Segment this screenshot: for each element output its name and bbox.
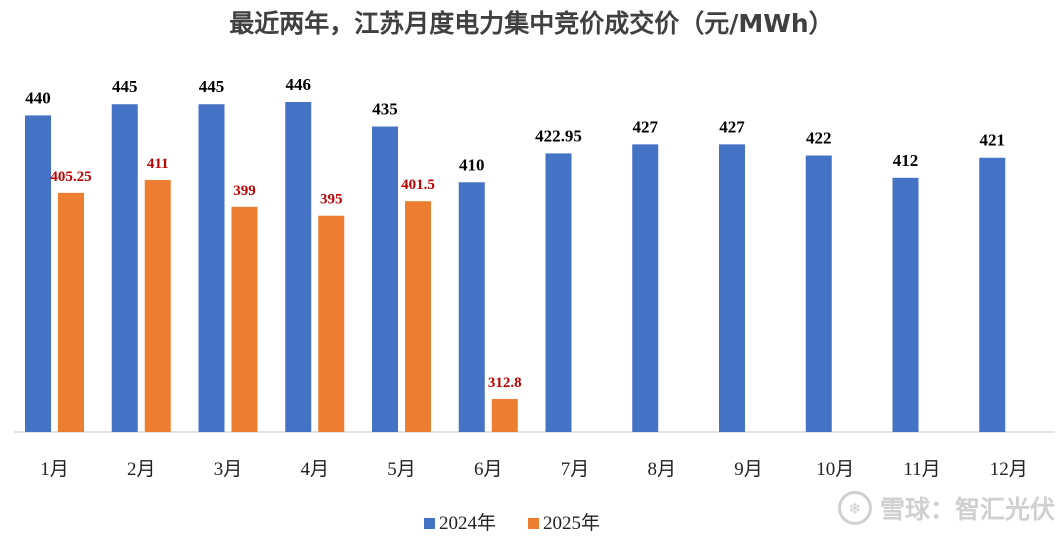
bar-2024-8	[632, 144, 659, 432]
bar-2024-1	[25, 115, 51, 432]
legend-swatch-2024	[424, 518, 435, 529]
data-label-2024-10: 422	[806, 129, 832, 148]
x-tick-label-7: 7月	[561, 459, 590, 480]
data-label-2025-1: 405.25	[50, 169, 91, 185]
bar-2024-10	[805, 155, 832, 432]
x-tick-label-3: 3月	[214, 459, 243, 480]
bar-2024-9	[719, 144, 745, 432]
bar-2025-6	[491, 399, 518, 432]
data-label-2024-9: 427	[719, 117, 745, 136]
data-label-2025-5: 401.5	[401, 177, 435, 193]
bars-layer	[25, 102, 1006, 433]
watermark: ❄ 雪球：智汇光伏	[837, 490, 1055, 526]
data-label-2024-2: 445	[112, 77, 138, 96]
x-tick-label-11: 11月	[903, 459, 940, 480]
x-tick-labels-layer: 1月 2月 3月 4月 5月 6月 7月 8月 9月 10月 11月 12月	[40, 459, 1028, 480]
legend-swatch-2025	[528, 518, 539, 529]
data-label-2024-3: 445	[199, 77, 225, 96]
legend: 2024年 2025年	[424, 512, 600, 534]
x-tick-label-10: 10月	[816, 459, 854, 480]
data-label-2024-6: 410	[459, 155, 485, 174]
data-label-2024-1: 440	[25, 88, 51, 107]
bar-2025-3	[231, 206, 258, 432]
legend-label-2025: 2025年	[543, 512, 600, 534]
data-label-2024-7: 422.95	[535, 126, 582, 145]
bar-2024-4	[285, 102, 312, 432]
x-tick-label-1: 1月	[40, 459, 69, 480]
data-label-2025-6: 312.8	[488, 375, 522, 391]
x-tick-label-9: 9月	[734, 459, 763, 480]
bar-2025-4	[318, 215, 345, 432]
bar-2025-1	[58, 192, 84, 432]
x-tick-label-8: 8月	[647, 459, 676, 480]
data-label-2025-4: 395	[320, 192, 343, 208]
data-label-2024-12: 421	[980, 131, 1006, 150]
x-tick-label-4: 4月	[300, 459, 329, 480]
chart-title: 最近两年，江苏月度电力集中竞价成交价（元/MWh）	[229, 9, 834, 38]
watermark-text: 雪球：智汇光伏	[879, 495, 1055, 524]
data-label-2025-3: 399	[233, 183, 256, 199]
x-tick-label-12: 12月	[990, 459, 1028, 480]
bar-2025-2	[144, 180, 171, 432]
data-label-2024-8: 427	[633, 117, 659, 136]
data-label-2024-11: 412	[893, 151, 919, 170]
bar-2024-6	[458, 182, 485, 432]
bar-2025-5	[405, 201, 431, 432]
x-tick-label-5: 5月	[387, 459, 416, 480]
bar-2024-2	[111, 104, 138, 432]
bar-2024-5	[372, 126, 398, 432]
snowball-logo-icon: ❄	[837, 491, 872, 525]
legend-label-2024: 2024年	[439, 512, 496, 534]
bar-2024-12	[979, 157, 1006, 433]
x-tick-label-6: 6月	[474, 459, 503, 480]
bar-2024-11	[892, 177, 919, 432]
data-label-2024-4: 446	[286, 75, 312, 94]
x-tick-label-2: 2月	[127, 459, 156, 480]
bar-2024-3	[198, 104, 225, 432]
data-label-2025-2: 411	[147, 156, 169, 172]
bar-2024-7	[545, 153, 572, 432]
data-labels-layer: 440 405.25 445 411 445 399 446 395 435 401.5 410 31…	[25, 75, 1005, 391]
data-label-2024-5: 435	[372, 100, 398, 119]
